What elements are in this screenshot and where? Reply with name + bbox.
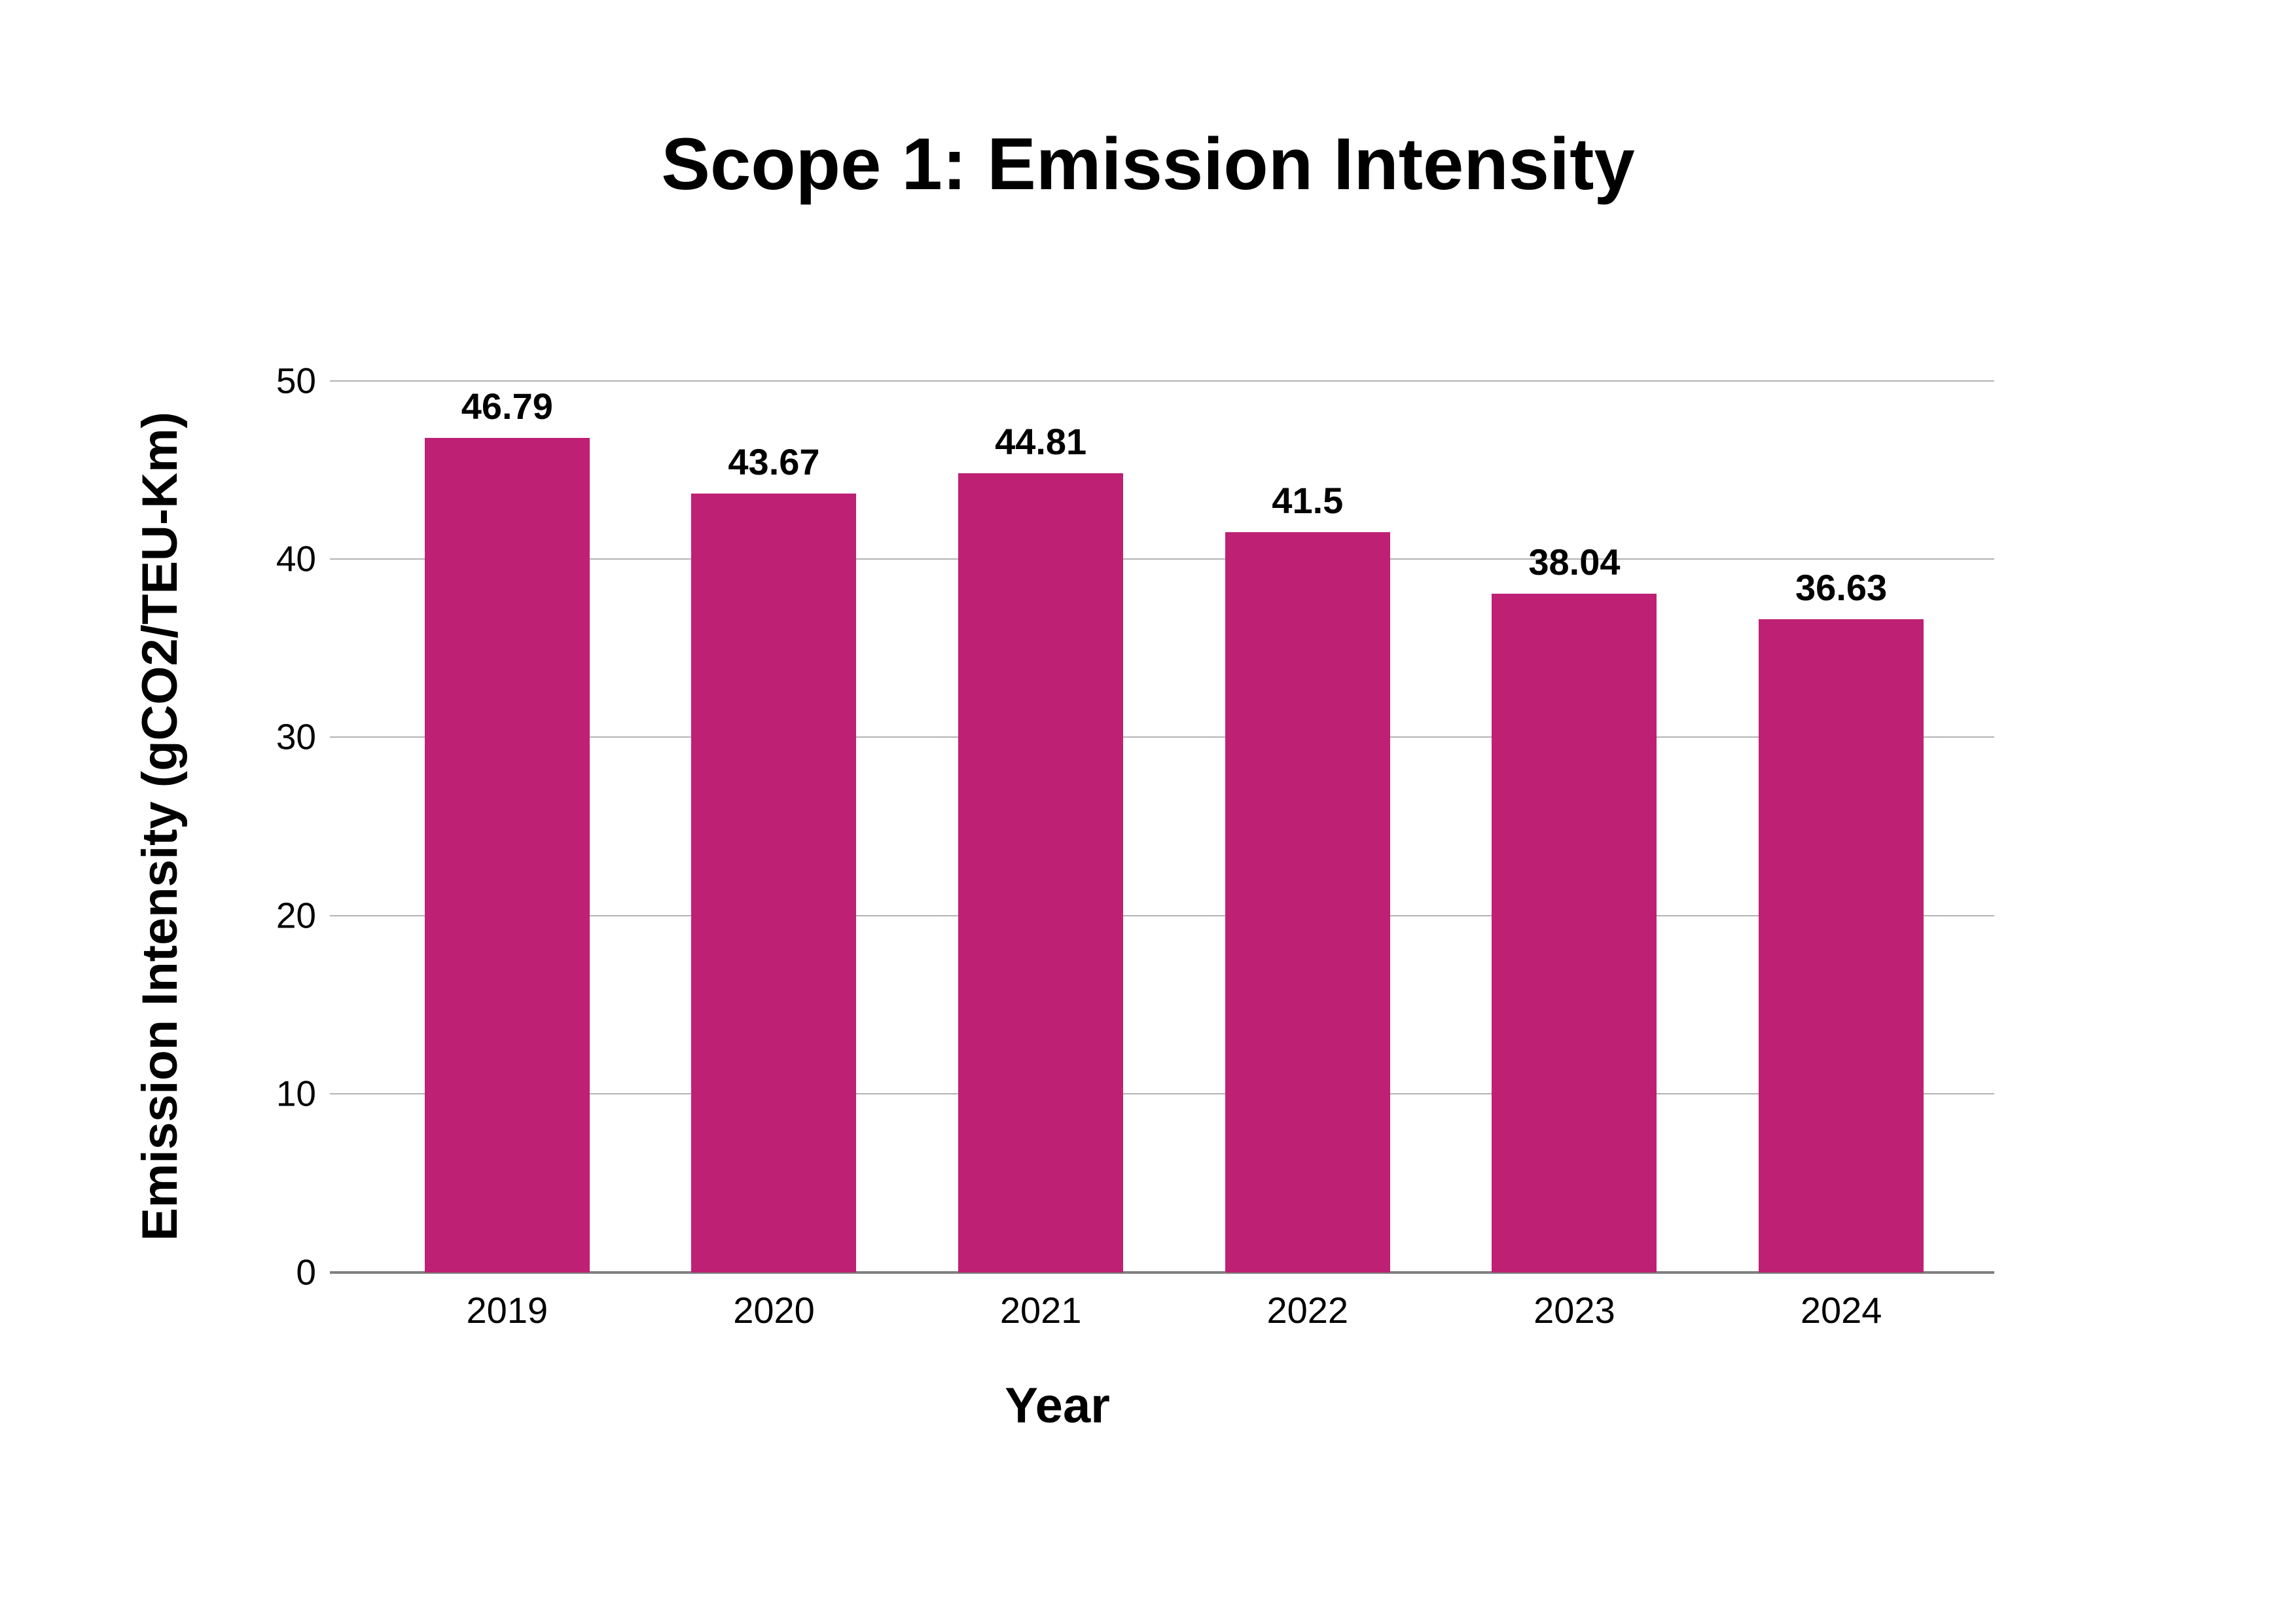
y-tick-label-10: 10 xyxy=(276,1073,316,1114)
bar-slot-2022: 41.5 xyxy=(1174,381,1441,1272)
x-axis-tick-labels: 2019 2020 2021 2022 2023 2024 xyxy=(330,1289,1994,1331)
bar-value-label-2022: 41.5 xyxy=(1272,480,1344,522)
bar-2024 xyxy=(1759,619,1924,1272)
x-tick-label-2023: 2023 xyxy=(1534,1289,1615,1331)
y-tick-label-20: 20 xyxy=(276,895,316,936)
bar-2021 xyxy=(958,473,1124,1272)
x-tick-label-2020: 2020 xyxy=(733,1289,815,1331)
bar-2023 xyxy=(1492,594,1657,1272)
y-axis-tick-labels: 0 10 20 30 40 50 xyxy=(199,363,330,1290)
y-axis-title: Emission Intensity (gCO2/TEU-Km) xyxy=(132,412,188,1241)
y-tick-label-0: 0 xyxy=(296,1252,316,1293)
x-axis-title-row: Year xyxy=(120,1377,1994,1434)
bars-layer: 46.79 43.67 44.81 41.5 38.04 36.63 xyxy=(330,381,1994,1272)
x-tick-label-2021: 2021 xyxy=(999,1289,1082,1331)
bar-slot-2020: 43.67 xyxy=(641,381,908,1272)
y-axis-title-column: Emission Intensity (gCO2/TEU-Km) xyxy=(120,381,199,1272)
x-tick-label-2019: 2019 xyxy=(466,1289,548,1331)
plot-area: 46.79 43.67 44.81 41.5 38.04 36.63 xyxy=(330,380,1994,1274)
chart-body: Emission Intensity (gCO2/TEU-Km) 0 10 20 30… xyxy=(120,363,2296,1290)
bar-slot-2019: 46.79 xyxy=(374,381,641,1272)
bar-slot-2023: 38.04 xyxy=(1441,381,1708,1272)
x-tick-label-2022: 2022 xyxy=(1266,1289,1349,1331)
gridline-y-30 xyxy=(330,736,1994,738)
gridline-y-50 xyxy=(330,380,1994,382)
bar-value-label-2024: 36.63 xyxy=(1795,566,1888,608)
y-tick-label-30: 30 xyxy=(276,716,316,757)
gridline-y-40 xyxy=(330,558,1994,560)
y-tick-label-40: 40 xyxy=(276,538,316,579)
y-tick-label-50: 50 xyxy=(276,360,316,401)
bar-2022 xyxy=(1225,532,1390,1272)
chart-title: Scope 1: Emission Intensity xyxy=(661,123,1635,205)
x-tick-label-2024: 2024 xyxy=(1800,1289,1882,1331)
bar-value-label-2021: 44.81 xyxy=(995,420,1087,462)
bar-slot-2021: 44.81 xyxy=(907,381,1174,1272)
bar-2019 xyxy=(424,438,590,1272)
bar-value-label-2023: 38.04 xyxy=(1528,541,1621,583)
x-axis-title: Year xyxy=(1005,1377,1110,1434)
bar-slot-2024: 36.63 xyxy=(1708,381,1975,1272)
bar-value-label-2019: 46.79 xyxy=(461,386,553,427)
gridline-y-20 xyxy=(330,914,1994,916)
x-axis-baseline xyxy=(330,1271,1994,1274)
bar-2020 xyxy=(691,494,857,1272)
gridline-y-10 xyxy=(330,1093,1994,1095)
bar-value-label-2020: 43.67 xyxy=(728,441,820,483)
